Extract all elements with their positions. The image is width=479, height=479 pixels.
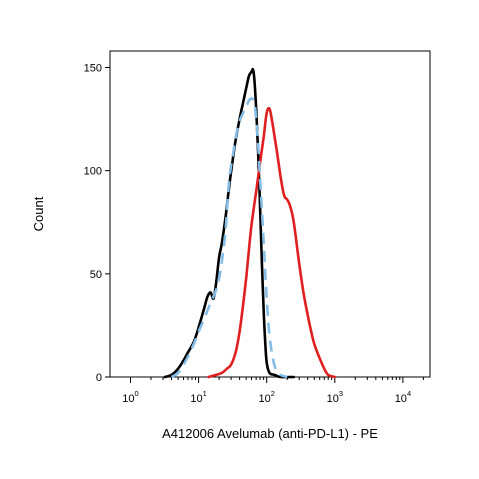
x-tick-base: 10	[122, 393, 134, 405]
x-tick-label: 102	[258, 389, 274, 405]
y-tick-label: 50	[90, 269, 102, 281]
x-tick-exponent: 3	[339, 389, 343, 398]
y-tick-label: 0	[96, 372, 102, 384]
y-tick-label: 150	[84, 63, 102, 75]
x-tick-label: 101	[190, 389, 206, 405]
x-tick-exponent: 2	[271, 389, 275, 398]
y-axis-title: Count	[31, 196, 46, 231]
series-line-1	[170, 97, 288, 379]
x-tick-exponent: 1	[203, 389, 207, 398]
x-tick-label: 104	[395, 389, 411, 405]
series-line-0	[163, 67, 296, 379]
x-tick-label: 100	[122, 389, 138, 405]
x-tick-base: 10	[190, 393, 202, 405]
x-tick-base: 10	[258, 393, 270, 405]
x-tick-exponent: 0	[135, 389, 139, 398]
x-axis-title: A412006 Avelumab (anti-PD-L1) - PE	[162, 426, 378, 441]
x-axis-ticks: 100 101 102 103 104	[122, 377, 424, 405]
x-tick-exponent: 4	[407, 389, 411, 398]
series-line-2	[207, 106, 337, 379]
y-tick-label: 100	[84, 166, 102, 178]
y-axis-ticks: 0 50 100 150	[84, 63, 110, 384]
plot-frame	[109, 50, 431, 378]
x-tick-base: 10	[327, 393, 339, 405]
x-tick-base: 10	[395, 393, 407, 405]
x-tick-label: 103	[327, 389, 343, 405]
series-layer	[163, 67, 337, 379]
